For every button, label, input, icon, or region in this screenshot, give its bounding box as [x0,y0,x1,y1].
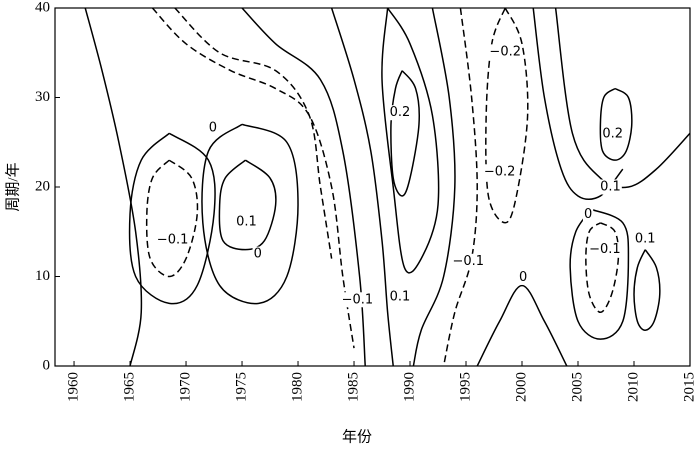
contour-label: 0 [584,207,592,222]
contour-line [633,249,661,331]
label-background [235,214,258,230]
contour-line [585,222,620,314]
label-background [601,126,625,142]
label-background [633,231,657,247]
label-background [252,246,263,262]
contour-line [390,70,420,197]
contour-label: −0.1 [157,232,189,247]
label-background [588,242,622,258]
contour-line [201,123,299,305]
label-background [388,289,412,305]
contour-line [599,87,633,161]
contour-line [174,8,333,259]
contour-line [532,8,624,201]
y-tick-label: 20 [35,178,50,194]
contour-line [476,284,568,366]
x-tick-label: 1985 [345,372,361,402]
label-background [582,207,594,223]
label-background [388,105,412,121]
contour-line [151,8,355,349]
contour-label: 0.2 [602,127,623,142]
label-background [599,179,622,195]
contour-line [330,8,394,366]
label-background [340,292,375,308]
contour-line [485,8,529,224]
y-tick-label: 0 [43,357,51,373]
contour-line [412,8,456,366]
label-background [482,164,517,180]
contour-label: 0.1 [635,231,656,246]
contour-label: 0 [209,120,217,135]
label-background [451,253,486,269]
contour-label: 0 [254,247,262,262]
contour-label: −0.2 [489,44,521,59]
contour-label: −0.1 [452,254,484,269]
y-tick-label: 30 [35,89,50,105]
contour-label: 0.1 [390,290,411,305]
contour-label: 0.1 [600,180,621,195]
contour-line [554,8,690,189]
label-background [488,44,523,60]
label-background [207,120,219,136]
contour-label: −0.1 [342,292,374,307]
x-tick-label: 1975 [233,372,249,402]
contour-label: 0 [519,270,527,285]
x-tick-label: 2015 [681,372,697,402]
contour-label: −0.2 [484,164,516,179]
contour-label: 0.1 [236,214,257,229]
y-axis-label: 周期/年 [4,162,21,211]
x-tick-label: 1995 [457,372,473,402]
contour-label: −0.1 [589,242,621,257]
contour-line [128,132,216,305]
label-background [155,232,190,248]
x-tick-label: 2010 [625,372,641,402]
x-tick-label: 1980 [289,372,305,402]
contour-line [569,208,630,340]
contour-line [442,8,478,366]
contour-line [218,159,277,251]
x-tick-label: 2005 [569,372,585,402]
contour-line [381,8,440,274]
x-tick-label: 2000 [513,372,529,402]
contour-line [84,8,143,366]
x-tick-label: 1970 [177,372,193,402]
contour-line [145,159,199,278]
x-tick-label: 1960 [65,372,81,402]
contour-line [241,8,366,366]
y-tick-label: 10 [35,268,50,284]
x-tick-label: 1990 [401,372,417,402]
contour-label: 0.2 [390,105,411,120]
x-axis-label: 年份 [342,428,372,445]
label-background [517,269,529,285]
x-tick-label: 1965 [121,372,137,402]
y-tick-label: 40 [35,0,50,15]
